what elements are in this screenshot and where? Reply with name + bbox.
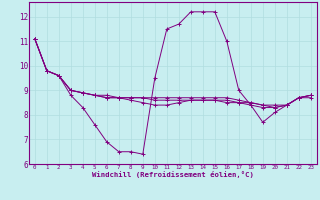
X-axis label: Windchill (Refroidissement éolien,°C): Windchill (Refroidissement éolien,°C) [92,171,254,178]
